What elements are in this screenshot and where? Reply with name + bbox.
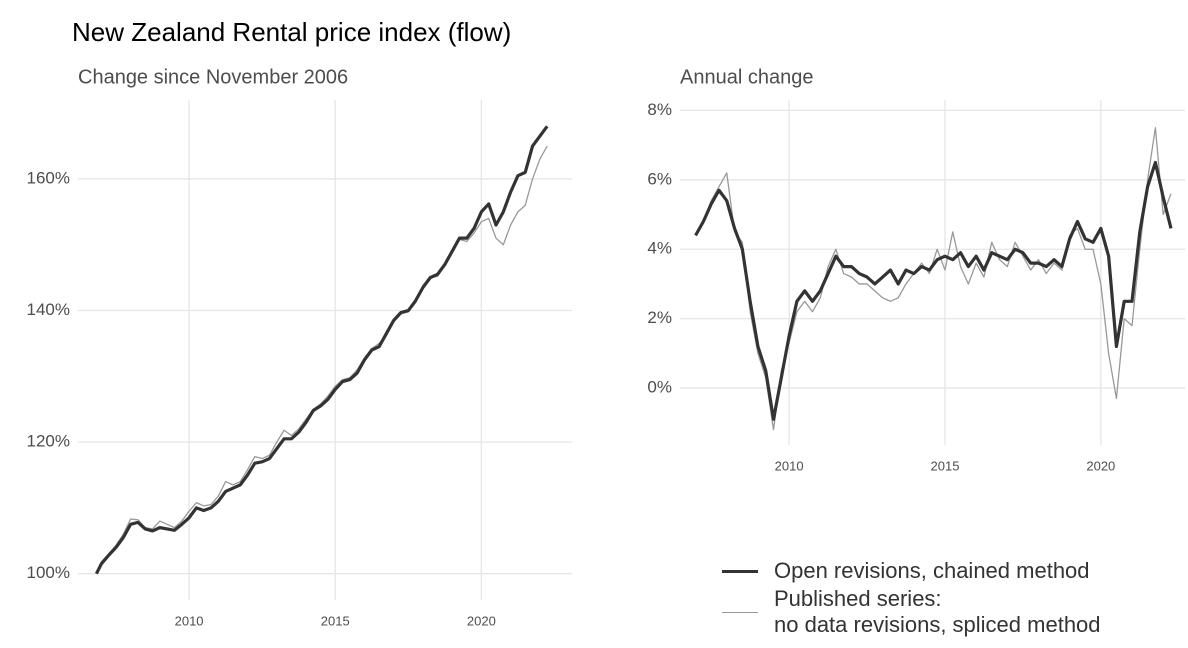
legend: Open revisions, chained method Published…	[722, 558, 1101, 640]
legend-item: Published series: no data revisions, spl…	[722, 586, 1101, 638]
legend-key	[722, 569, 758, 573]
y-tick-label: 6%	[647, 169, 672, 188]
x-tick-label: 2010	[175, 613, 204, 628]
series-line	[694, 160, 1173, 421]
series-line	[94, 125, 549, 575]
y-tick-label: 140%	[27, 300, 70, 319]
y-tick-label: 0%	[647, 378, 672, 397]
series-line	[95, 145, 548, 574]
y-tick-label: 4%	[647, 239, 672, 258]
y-tick-label: 100%	[27, 563, 70, 582]
y-tick-label: 160%	[27, 168, 70, 187]
x-tick-label: 2020	[1086, 458, 1115, 473]
legend-label: Open revisions, chained method	[774, 558, 1090, 583]
legend-key	[722, 611, 758, 613]
y-tick-label: 2%	[647, 308, 672, 327]
chart-title: New Zealand Rental price index (flow)	[72, 17, 511, 47]
x-tick-label: 2015	[321, 613, 350, 628]
subtitle: Change since November 2006	[78, 66, 348, 88]
y-tick-label: 120%	[27, 432, 70, 451]
x-tick-label: 2020	[467, 613, 496, 628]
legend-item: Open revisions, chained method	[722, 558, 1101, 584]
y-tick-label: 8%	[647, 100, 672, 119]
subtitle: Annual change	[680, 66, 813, 88]
x-tick-label: 2015	[931, 458, 960, 473]
legend-label: Published series: no data revisions, spl…	[774, 586, 1101, 637]
x-tick-label: 2010	[775, 458, 804, 473]
